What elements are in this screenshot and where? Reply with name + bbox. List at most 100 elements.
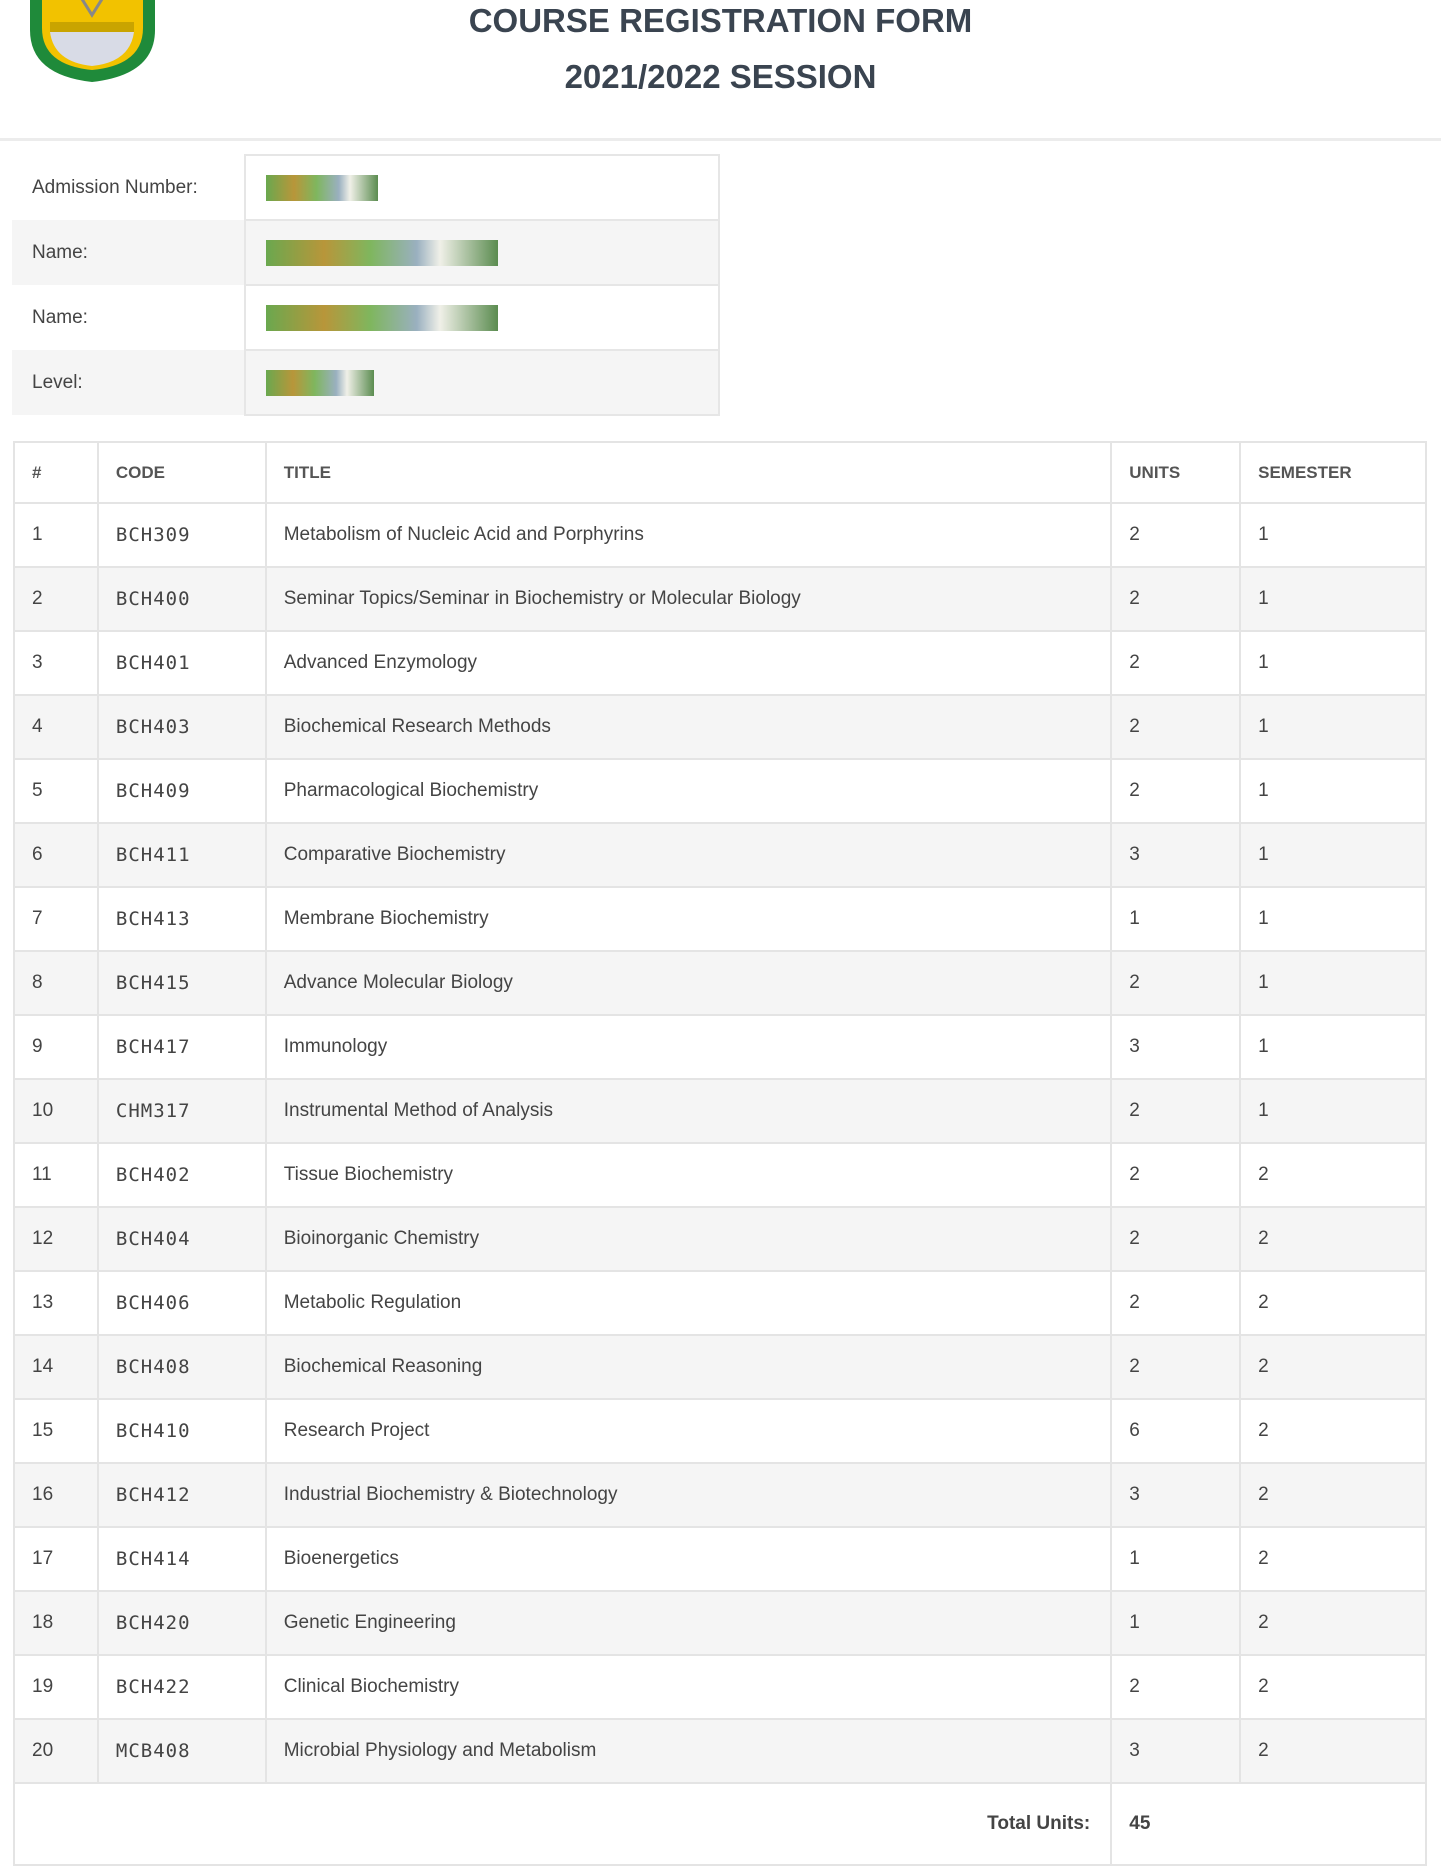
course-title: Clinical Biochemistry [264,1654,1113,1720]
name-label: Name: [32,306,88,328]
row-number: 3 [13,630,99,696]
table-row: 10 CHM317 Instrumental Method of Analysis 2… [13,1078,1427,1144]
table-row: 15 BCH410 Research Project 6 2 [13,1398,1427,1464]
course-units: 2 [1110,950,1242,1016]
row-number: 13 [13,1270,99,1336]
table-row: 6 BCH411 Comparative Biochemistry 3 1 [13,822,1427,888]
course-semester: 2 [1239,1398,1427,1464]
course-code: BCH420 [96,1590,267,1656]
row-number: 16 [13,1462,99,1528]
course-semester: 2 [1239,1334,1427,1400]
course-semester: 1 [1239,566,1427,632]
row-number: 8 [13,950,99,1016]
level-value [244,350,720,416]
row-number: 6 [13,822,99,888]
table-row: 11 BCH402 Tissue Biochemistry 2 2 [13,1142,1427,1208]
course-title: Membrane Biochemistry [264,886,1113,952]
course-semester: 1 [1239,502,1427,568]
admission-number-label: Admission Number: [32,176,198,198]
redacted-block [266,174,378,201]
course-code: BCH409 [96,758,267,824]
course-units: 2 [1110,502,1242,568]
divider [0,138,1441,141]
redacted-block [266,304,498,331]
course-semester: 1 [1239,630,1427,696]
row-number: 19 [13,1654,99,1720]
course-units: 2 [1110,758,1242,824]
header-col-code: CODE [96,441,267,504]
header-col-semester: SEMESTER [1239,441,1427,504]
course-title: Biochemical Research Methods [264,694,1113,760]
course-title: Comparative Biochemistry [264,822,1113,888]
course-code: MCB408 [96,1718,267,1784]
table-row: 7 BCH413 Membrane Biochemistry 1 1 [13,886,1427,952]
course-semester: 2 [1239,1526,1427,1592]
course-title: Genetic Engineering [264,1590,1113,1656]
course-units: 1 [1110,1590,1242,1656]
row-number: 18 [13,1590,99,1656]
course-semester: 1 [1239,694,1427,760]
course-title: Tissue Biochemistry [264,1142,1113,1208]
table-row: 3 BCH401 Advanced Enzymology 2 1 [13,630,1427,696]
course-semester: 2 [1239,1590,1427,1656]
course-units: 3 [1110,822,1242,888]
course-code: BCH404 [96,1206,267,1272]
course-code: BCH406 [96,1270,267,1336]
course-code: BCH400 [96,566,267,632]
course-units: 3 [1110,1462,1242,1528]
course-units: 2 [1110,566,1242,632]
header-col-title: TITLE [264,441,1113,504]
table-row: 17 BCH414 Bioenergetics 1 2 [13,1526,1427,1592]
course-title: Industrial Biochemistry & Biotechnology [264,1462,1113,1528]
row-number: 2 [13,566,99,632]
course-semester: 2 [1239,1206,1427,1272]
course-code: BCH402 [96,1142,267,1208]
course-code: BCH309 [96,502,267,568]
table-row: 20 MCB408 Microbial Physiology and Metabol… [13,1718,1427,1784]
course-code: BCH413 [96,886,267,952]
course-units: 3 [1110,1718,1242,1784]
row-number: 15 [13,1398,99,1464]
course-title: Bioenergetics [264,1526,1113,1592]
total-units-value: 45 [1110,1782,1427,1866]
row-number: 5 [13,758,99,824]
course-units: 1 [1110,1526,1242,1592]
course-semester: 1 [1239,950,1427,1016]
course-code: BCH415 [96,950,267,1016]
course-units: 2 [1110,1654,1242,1720]
table-row: 14 BCH408 Biochemical Reasoning 2 2 [13,1334,1427,1400]
table-row: 13 BCH406 Metabolic Regulation 2 2 [13,1270,1427,1336]
course-units: 2 [1110,1206,1242,1272]
form-title: COURSE REGISTRATION FORM [468,2,973,39]
course-semester: 2 [1239,1462,1427,1528]
course-title: Pharmacological Biochemistry [264,758,1113,824]
session-title: 2021/2022 SESSION [564,58,877,95]
table-row: 1 BCH309 Metabolism of Nucleic Acid and Po… [13,502,1427,568]
table-row: 5 BCH409 Pharmacological Biochemistry 2 1 [13,758,1427,824]
course-code: BCH403 [96,694,267,760]
row-number: 12 [13,1206,99,1272]
course-code: BCH414 [96,1526,267,1592]
course-title: Research Project [264,1398,1113,1464]
university-logo [30,0,155,82]
course-units: 2 [1110,694,1242,760]
course-units: 2 [1110,1142,1242,1208]
row-number: 1 [13,502,99,568]
level-label: Level: [12,350,245,415]
course-units: 1 [1110,886,1242,952]
admission-number-value [244,154,720,221]
name-value [244,285,720,351]
course-title: Microbial Physiology and Metabolism [264,1718,1113,1784]
course-code: BCH412 [96,1462,267,1528]
course-code: BCH408 [96,1334,267,1400]
course-title: Instrumental Method of Analysis [264,1078,1113,1144]
course-title: Metabolism of Nucleic Acid and Porphyrin… [264,502,1113,568]
course-units: 2 [1110,1334,1242,1400]
course-semester: 1 [1239,886,1427,952]
row-number: 14 [13,1334,99,1400]
course-semester: 1 [1239,1014,1427,1080]
course-semester: 2 [1239,1654,1427,1720]
course-units: 6 [1110,1398,1242,1464]
name-value [244,220,720,286]
table-row: 9 BCH417 Immunology 3 1 [13,1014,1427,1080]
